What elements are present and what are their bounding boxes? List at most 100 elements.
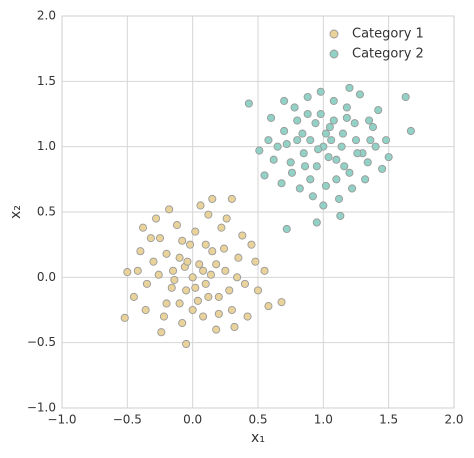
point <box>251 257 260 266</box>
point <box>230 322 239 332</box>
point <box>282 140 291 149</box>
point <box>287 168 297 177</box>
point <box>332 175 341 184</box>
point <box>365 116 374 125</box>
point <box>371 142 380 151</box>
points <box>120 83 415 349</box>
point <box>201 240 210 249</box>
x-tick-label: 1.0 <box>314 413 333 427</box>
point <box>350 119 359 128</box>
point <box>267 113 276 122</box>
point <box>312 162 321 171</box>
y-tick-label: 2.0 <box>37 9 56 23</box>
point <box>138 223 148 232</box>
point <box>167 283 176 292</box>
point <box>337 142 346 151</box>
legend-label: Category 2 <box>352 47 424 62</box>
point <box>368 123 378 132</box>
point <box>152 214 161 223</box>
point <box>286 158 295 167</box>
point <box>172 221 182 230</box>
point <box>165 205 174 214</box>
point <box>208 194 217 203</box>
point <box>247 240 256 249</box>
point <box>221 266 230 275</box>
point <box>183 257 192 266</box>
point <box>217 223 226 232</box>
point <box>149 257 158 266</box>
point <box>159 312 168 321</box>
point <box>269 155 278 164</box>
point <box>129 292 138 301</box>
point <box>178 236 187 245</box>
y-tick-label: 0.0 <box>37 270 56 284</box>
point <box>348 184 357 193</box>
plot-frame <box>61 15 455 409</box>
legend-marker <box>329 49 339 59</box>
legend-label: Category 1 <box>352 27 424 42</box>
point <box>244 99 253 108</box>
y-tick-label: −0.5 <box>27 335 56 349</box>
point <box>201 279 210 288</box>
point <box>238 231 247 240</box>
point <box>342 113 351 122</box>
point <box>208 247 217 256</box>
point <box>345 168 354 177</box>
y-tick-label: −1.0 <box>27 401 56 415</box>
point <box>214 292 223 301</box>
point <box>406 126 415 136</box>
y-axis-label: x₂ <box>8 205 24 219</box>
point <box>169 266 178 275</box>
point <box>255 146 264 155</box>
point <box>293 116 302 125</box>
point <box>382 136 391 145</box>
point <box>334 194 344 203</box>
point <box>212 325 221 334</box>
point <box>336 211 345 220</box>
point <box>227 194 236 203</box>
point <box>327 136 336 145</box>
point <box>306 175 315 184</box>
point <box>273 142 282 151</box>
point <box>142 279 151 288</box>
point <box>243 312 252 321</box>
legend: Category 1 Category 2 <box>329 27 424 62</box>
x-tick-label: 0.0 <box>183 413 202 427</box>
point <box>306 136 315 145</box>
point <box>175 253 184 262</box>
point <box>300 162 310 171</box>
point <box>175 299 184 308</box>
x-tick-label: −1.0 <box>47 413 76 427</box>
point <box>214 309 223 318</box>
point <box>182 339 191 349</box>
point <box>321 129 330 138</box>
point <box>298 129 307 138</box>
point <box>186 240 195 249</box>
point <box>199 266 208 275</box>
point <box>340 162 349 171</box>
point <box>146 234 155 243</box>
point <box>316 109 325 119</box>
point <box>324 153 333 162</box>
point <box>345 83 354 92</box>
point <box>260 266 269 275</box>
x-tick-label: 2.0 <box>444 413 463 427</box>
point <box>363 158 372 167</box>
y-tick-label: 0.5 <box>37 205 56 219</box>
point <box>290 103 299 112</box>
point <box>277 298 286 307</box>
point <box>329 96 338 105</box>
x-tick-label: −0.5 <box>113 413 142 427</box>
point <box>240 279 249 288</box>
point <box>123 268 132 277</box>
point <box>155 234 165 243</box>
point <box>234 253 243 262</box>
point <box>351 136 361 145</box>
point <box>282 224 291 234</box>
point <box>188 273 197 282</box>
point <box>384 153 393 162</box>
point <box>206 270 216 279</box>
point <box>293 136 302 145</box>
